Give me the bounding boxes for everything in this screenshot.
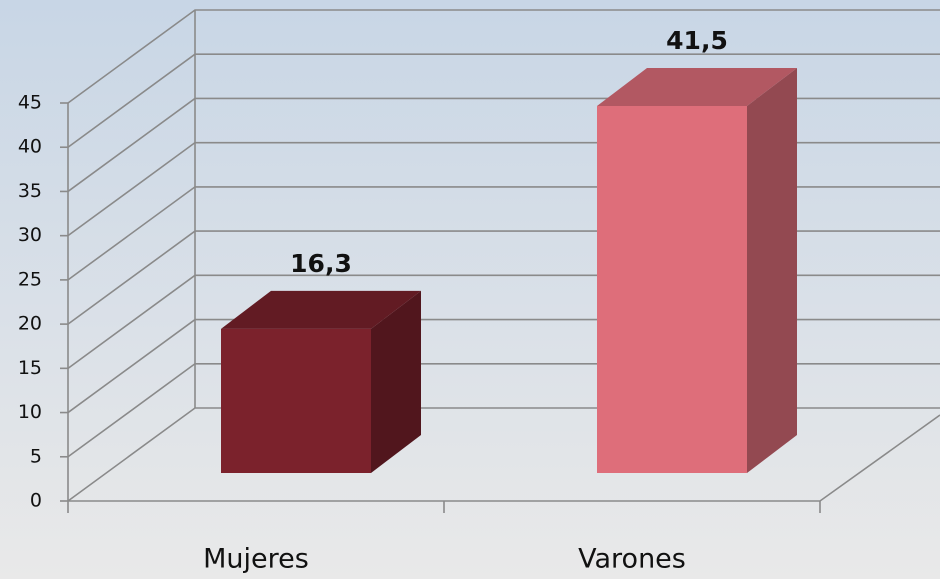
grid-line <box>67 53 940 148</box>
y-tick-label: 15 <box>18 357 42 379</box>
y-tick-label: 5 <box>30 445 42 467</box>
y-tick-label: 20 <box>18 313 42 335</box>
value-label: 41,5 <box>666 26 728 55</box>
y-tick-label: 25 <box>18 268 42 290</box>
bar-top <box>597 67 797 106</box>
bar-top <box>221 290 421 329</box>
x-tick-label: Varones <box>578 544 686 575</box>
x-tick-label: Mujeres <box>203 544 309 575</box>
bar-side <box>371 290 421 473</box>
y-tick-label: 0 <box>30 490 42 512</box>
bar <box>597 67 797 473</box>
y-tick-label: 35 <box>18 180 42 202</box>
value-label: 16,3 <box>290 249 352 278</box>
bar <box>221 290 421 473</box>
y-tick-label: 40 <box>18 136 42 158</box>
bar-front <box>221 328 371 473</box>
y-tick-label: 45 <box>18 92 42 114</box>
y-tick-label: 10 <box>18 401 42 423</box>
grid-line <box>67 9 940 104</box>
y-tick-label: 30 <box>18 224 42 246</box>
bar-front <box>597 105 747 473</box>
bar-side <box>747 67 797 473</box>
